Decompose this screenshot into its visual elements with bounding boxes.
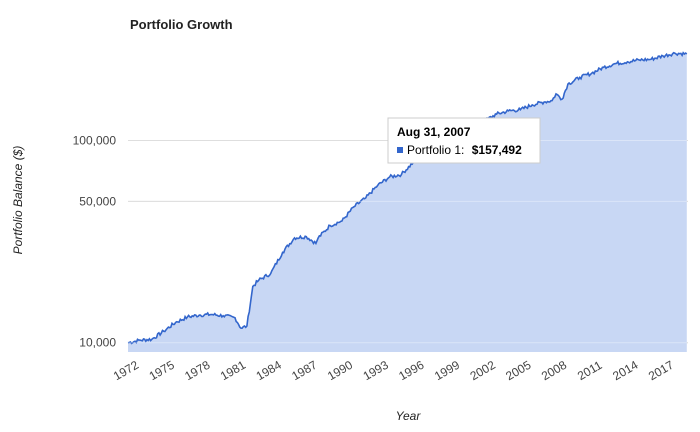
x-tick-label: 1972: [111, 358, 141, 384]
x-tick-label: 2005: [503, 358, 533, 384]
tooltip-series-label: Portfolio 1:: [407, 143, 464, 157]
series-area-portfolio-1: [128, 52, 687, 352]
x-tick-label: 2002: [468, 358, 498, 384]
x-tick-label: 2011: [575, 358, 605, 383]
x-axis-title: Year: [396, 409, 422, 423]
y-tick-label: 50,000: [79, 194, 116, 208]
series-line-portfolio-1: [127, 51, 688, 345]
y-tick-label: 100,000: [73, 133, 117, 147]
y-axis-title: Portfolio Balance ($): [11, 146, 25, 255]
x-tick-label: 1981: [218, 358, 248, 384]
data-tooltip: Aug 31, 2007 Portfolio 1: $157,492: [387, 117, 541, 164]
x-tick-label: 1996: [396, 358, 426, 384]
x-tick-label: 1975: [147, 358, 177, 384]
tooltip-value: $157,492: [472, 143, 522, 157]
x-tick-label: 1978: [182, 358, 212, 384]
x-axis-ticks: 1972 1975 1978 1981 1984 1987 1990 1993 1996 1999…: [111, 358, 676, 384]
chart-title: Portfolio Growth: [130, 17, 233, 32]
x-tick-label: 2017: [646, 358, 676, 384]
x-tick-label: 2014: [610, 358, 640, 384]
x-tick-label: 1990: [325, 358, 355, 384]
x-tick-label: 1993: [361, 358, 391, 384]
y-tick-label: 10,000: [79, 336, 116, 350]
x-tick-label: 2008: [539, 358, 569, 384]
plot-area: [127, 51, 688, 352]
x-tick-label: 1984: [254, 358, 284, 384]
x-tick-label: 1987: [289, 358, 319, 384]
tooltip-date: Aug 31, 2007: [397, 125, 471, 139]
tooltip-series-swatch: [397, 147, 403, 153]
svg-text:Portfolio 1: $157,492: Portfolio 1: $157,492: [407, 143, 522, 157]
x-tick-label: 1999: [432, 358, 462, 384]
tooltip-box: [387, 117, 541, 164]
y-axis-ticks: 10,000 50,000 100,000: [73, 133, 117, 349]
